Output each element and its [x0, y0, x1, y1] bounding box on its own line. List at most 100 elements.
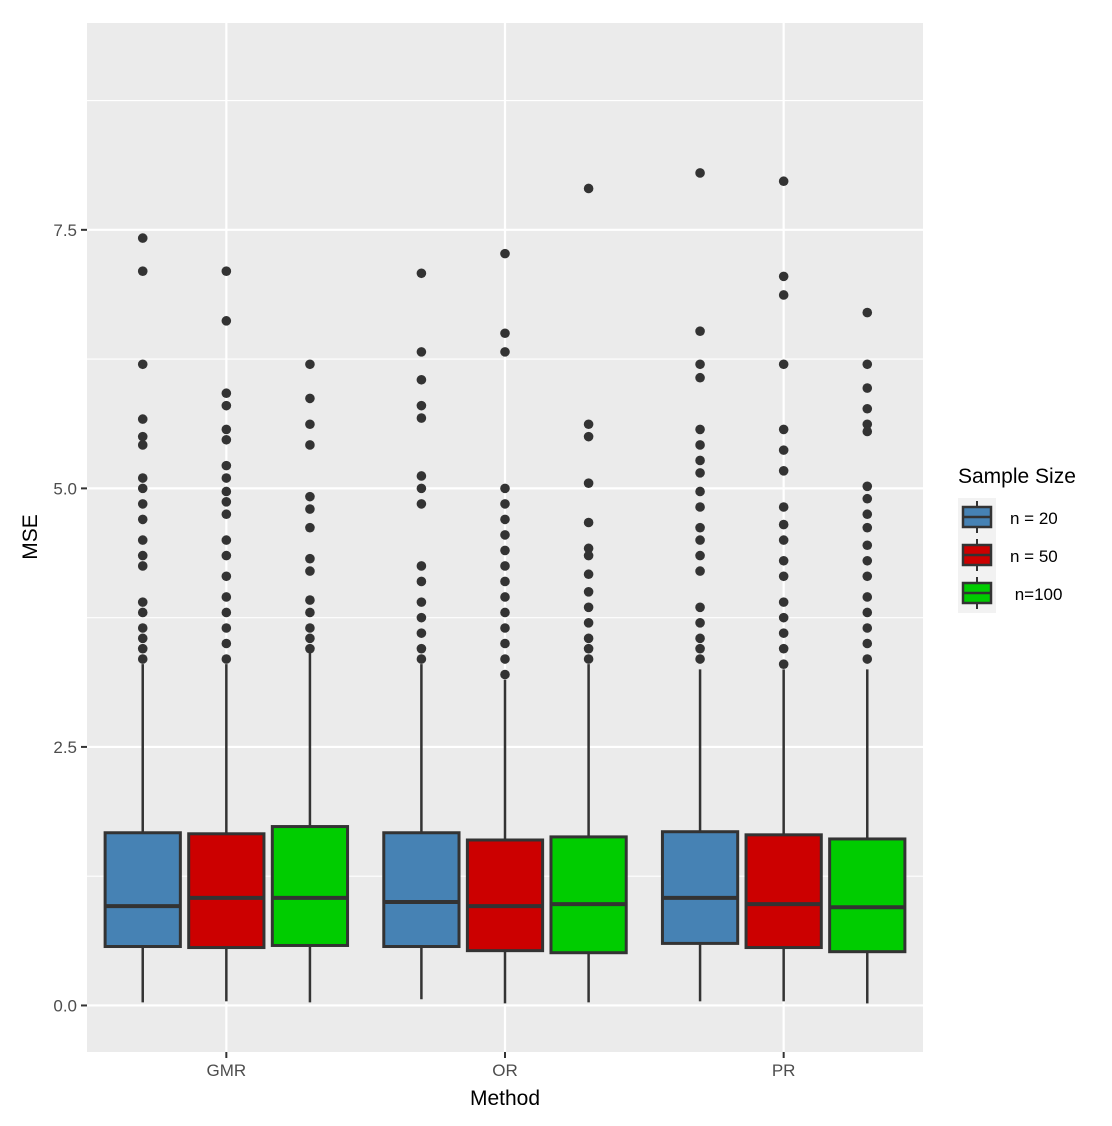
outlier-point	[221, 316, 232, 326]
y-tick-label: 2.5	[53, 738, 77, 757]
outlier-point	[305, 522, 315, 533]
outlier-point	[221, 550, 232, 561]
outlier-point	[862, 571, 873, 582]
y-tick-label: 7.5	[53, 221, 77, 240]
outlier-point	[500, 623, 510, 633]
outlier-point	[221, 535, 232, 545]
outlier-point	[416, 561, 427, 571]
x-axis-title: Method	[470, 1087, 540, 1110]
outlier-point	[221, 460, 232, 471]
legend-label-n20: n = 20	[1010, 509, 1058, 528]
outlier-point	[137, 561, 148, 571]
outlier-point	[416, 628, 427, 638]
box-body	[828, 837, 907, 954]
outlier-point	[695, 502, 705, 512]
outlier-point	[862, 509, 873, 520]
outlier-point	[778, 612, 789, 623]
outlier-point	[778, 502, 789, 512]
box-or-series-0	[382, 268, 461, 1000]
outlier-point	[778, 535, 789, 545]
box-body	[465, 838, 545, 953]
outlier-point	[500, 576, 510, 587]
box-body	[270, 825, 350, 947]
outlier-point	[778, 271, 789, 282]
outlier-point	[416, 597, 427, 607]
outlier-point	[695, 522, 705, 533]
outlier-point	[695, 654, 705, 664]
outlier-point	[695, 602, 705, 613]
outlier-point	[778, 290, 789, 300]
y-tick-label: 5.0	[53, 479, 77, 498]
outlier-point	[305, 595, 315, 605]
legend-title: Sample Size	[958, 465, 1076, 488]
outlier-point	[695, 468, 705, 478]
outlier-point	[221, 497, 232, 507]
outlier-point	[137, 440, 148, 450]
outlier-point	[778, 659, 789, 669]
outlier-point	[778, 597, 789, 607]
box-series-group	[103, 168, 907, 1004]
outlier-point	[137, 607, 148, 618]
outlier-point	[695, 372, 705, 383]
outlier-point	[221, 434, 232, 445]
outlier-point	[778, 519, 789, 530]
outlier-point	[778, 465, 789, 476]
outlier-point	[137, 597, 148, 607]
outlier-point	[500, 607, 510, 618]
outlier-point	[862, 555, 873, 566]
outlier-point	[862, 623, 873, 633]
outlier-point	[137, 550, 148, 561]
outlier-point	[500, 514, 510, 525]
outlier-point	[778, 359, 789, 370]
outlier-point	[305, 419, 315, 430]
outlier-point	[137, 623, 148, 633]
outlier-point	[695, 326, 705, 336]
outlier-point	[695, 566, 705, 576]
box-pr-series-1	[744, 176, 823, 1002]
outlier-point	[862, 592, 873, 602]
outlier-point	[695, 168, 705, 178]
outlier-point	[862, 419, 873, 430]
outlier-point	[695, 550, 705, 561]
box-gmr-series-1	[187, 266, 266, 1002]
outlier-point	[583, 183, 594, 194]
outlier-point	[305, 643, 315, 654]
x-tick-label: PR	[772, 1061, 796, 1080]
outlier-point	[305, 359, 315, 370]
legend-key-1	[961, 539, 993, 571]
outlier-point	[778, 424, 789, 435]
outlier-point	[137, 233, 148, 243]
outlier-point	[695, 643, 705, 654]
box-or-series-2	[549, 183, 628, 1003]
outlier-point	[305, 504, 315, 514]
outlier-point	[221, 571, 232, 582]
outlier-point	[583, 602, 594, 613]
outlier-point	[500, 592, 510, 602]
outlier-point	[221, 400, 232, 411]
box-body	[382, 831, 461, 949]
outlier-point	[695, 455, 705, 466]
outlier-point	[500, 561, 510, 571]
outlier-point	[221, 509, 232, 520]
outlier-point	[583, 543, 594, 554]
outlier-point	[500, 669, 510, 680]
outlier-point	[416, 400, 427, 411]
box-body	[660, 830, 740, 945]
outlier-point	[583, 569, 594, 580]
outlier-point	[583, 419, 594, 430]
outlier-point	[416, 499, 427, 509]
outlier-point	[695, 359, 705, 370]
legend-keys	[961, 501, 993, 609]
box-pr-series-0	[660, 168, 740, 1002]
outlier-point	[137, 414, 148, 424]
legend-key-0	[961, 501, 993, 533]
outlier-point	[305, 553, 315, 564]
legend-key-2	[961, 577, 993, 609]
outlier-point	[862, 540, 873, 551]
outlier-point	[305, 491, 315, 502]
outlier-point	[583, 643, 594, 654]
x-tick-label: OR	[492, 1061, 518, 1080]
outlier-point	[862, 522, 873, 533]
outlier-point	[416, 268, 427, 279]
